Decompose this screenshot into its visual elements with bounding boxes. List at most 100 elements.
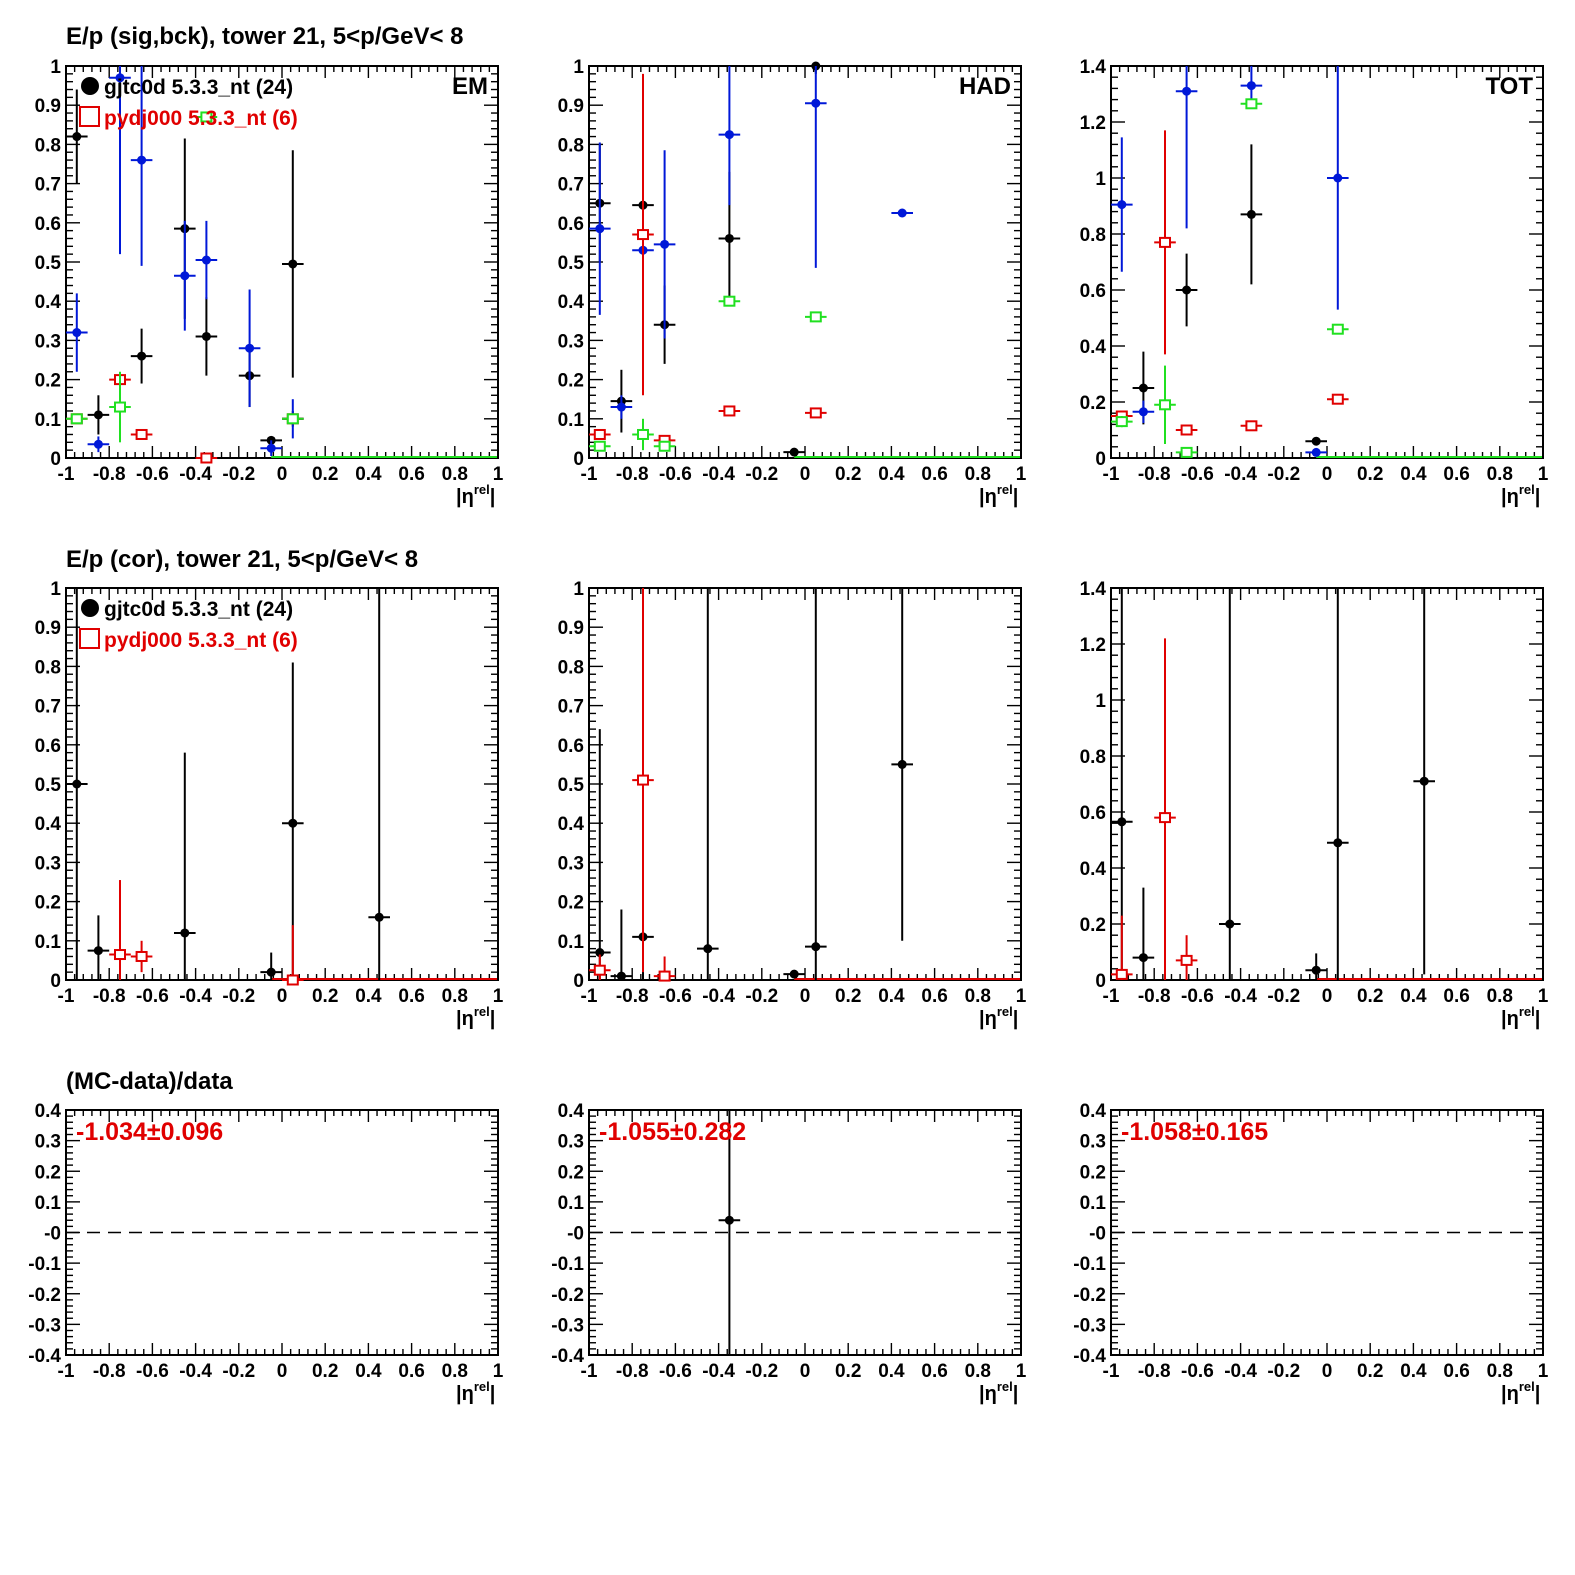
- y-tick-label: 0.4: [35, 1101, 62, 1122]
- y-tick-label: 0.9: [558, 618, 584, 639]
- y-tick-label: 0.4: [1080, 1101, 1107, 1122]
- x-tick-label: -0.2: [222, 464, 255, 485]
- x-tick-label: 1: [1016, 1361, 1027, 1382]
- chart-row3-EM: -1 -0.8 -0.6 -0.4 -0.2 0 0.2 0.4 0.6 0.8 1 -0.4 -0.3…: [28, 1101, 503, 1405]
- data-point-black: [703, 944, 713, 954]
- y-tick-label: 1.4: [1080, 57, 1107, 78]
- mc-point-green: [286, 413, 299, 425]
- y-tick-label: -0.3: [28, 1315, 61, 1336]
- x-tick-label: 0.2: [1357, 986, 1383, 1007]
- x-tick-label: -0.2: [745, 464, 778, 485]
- x-tick-label: 0.6: [921, 464, 947, 485]
- y-tick-label: 1: [573, 579, 584, 600]
- data-point-black: [288, 259, 298, 269]
- chart-row2-EM: -1 -0.8 -0.6 -0.4 -0.2 0 0.2 0.4 0.6 0.8 1 0 0.1 0.2 0…: [35, 579, 504, 1030]
- y-tick-label: 0.2: [35, 893, 61, 914]
- y-tick-label: -0.3: [551, 1315, 584, 1336]
- data-point-black: [616, 971, 626, 981]
- y-tick-label: 0.4: [558, 1101, 585, 1122]
- y-tick-label: 0.6: [35, 736, 61, 757]
- panel-label: EM: [452, 73, 488, 100]
- mc-point-red: [637, 774, 649, 786]
- y-tick-label: 0.8: [35, 135, 61, 156]
- data-point-black: [1138, 383, 1148, 393]
- x-tick-label: -0.6: [136, 1361, 169, 1382]
- y-tick-label: 0.7: [35, 175, 61, 196]
- ratio-annotation: -1.055±0.282: [599, 1118, 746, 1146]
- x-tick-label: 0: [277, 1361, 288, 1382]
- data-point-blue: [1117, 200, 1127, 210]
- ratio-annotation: -1.058±0.165: [1121, 1118, 1268, 1146]
- x-tick-label: 0.6: [1443, 1361, 1469, 1382]
- y-tick-label: 0.3: [558, 1132, 584, 1153]
- x-tick-label: -0.4: [1224, 986, 1257, 1007]
- x-tick-label: -0.6: [136, 986, 169, 1007]
- mc-point-red: [593, 428, 606, 440]
- data-point-black: [789, 969, 799, 979]
- data-point-black: [811, 942, 821, 952]
- mc-point-red: [135, 428, 148, 440]
- y-tick-label: 1: [50, 57, 61, 78]
- x-tick-label: 1: [1538, 1361, 1549, 1382]
- mc-point-red: [1245, 420, 1258, 432]
- y-tick-label: 0.1: [558, 410, 585, 431]
- x-tick-label: -0.6: [136, 464, 169, 485]
- data-point-blue: [1333, 173, 1343, 183]
- mc-point-red: [1115, 968, 1128, 980]
- data-point-black: [180, 928, 190, 938]
- y-tick-label: 0.8: [1080, 747, 1106, 768]
- data-point-black: [897, 759, 907, 769]
- mc-point-red: [1180, 954, 1193, 966]
- legend-label-mc: pydj000 5.3.3_nt (6): [104, 107, 298, 130]
- y-tick-label: -0.3: [1073, 1315, 1106, 1336]
- y-tick-label: 0: [50, 971, 61, 992]
- y-tick-label: 0: [573, 971, 584, 992]
- y-tick-label: 0.7: [35, 697, 61, 718]
- data-point-blue: [811, 98, 821, 108]
- data-point-black: [374, 912, 384, 922]
- x-tick-label: -0.6: [659, 1361, 692, 1382]
- x-tick-label: -1: [58, 464, 75, 485]
- data-point-black: [1182, 285, 1192, 295]
- y-tick-label: -0.2: [1073, 1285, 1106, 1306]
- mc-point-red: [1331, 393, 1344, 405]
- mc-point-green: [1159, 399, 1171, 411]
- data-point-black: [595, 948, 605, 958]
- x-tick-label: -1: [1103, 986, 1120, 1007]
- x-tick-label: 0.8: [965, 464, 991, 485]
- y-tick-label: 0.5: [558, 253, 585, 274]
- x-tick-label: 0.8: [965, 986, 991, 1007]
- chart-row3-TOT: -1 -0.8 -0.6 -0.4 -0.2 0 0.2 0.4 0.6 0.8 1 -0.4 -0.3…: [1073, 1101, 1548, 1405]
- y-tick-label: 0.8: [1080, 225, 1106, 246]
- x-tick-label: 0.6: [398, 986, 424, 1007]
- mc-point-red: [658, 970, 671, 982]
- data-point-blue: [245, 343, 255, 353]
- y-tick-label: 0.2: [1080, 393, 1106, 414]
- row-title-2: E/p (cor), tower 21, 5<p/GeV< 8: [66, 546, 418, 573]
- data-point-black: [1246, 209, 1256, 219]
- y-tick-label: -0: [1089, 1224, 1106, 1245]
- data-point-blue: [660, 239, 670, 249]
- x-tick-label: 0.4: [878, 986, 905, 1007]
- y-tick-label: 0.3: [35, 1132, 61, 1153]
- y-tick-label: 1: [1095, 169, 1106, 190]
- x-tick-label: 1: [493, 986, 504, 1007]
- x-tick-label: 0.4: [355, 1361, 382, 1382]
- data-point-black: [1311, 965, 1321, 975]
- y-tick-label: 0.2: [35, 371, 61, 392]
- x-tick-label: 0: [277, 464, 288, 485]
- data-point-blue: [616, 402, 626, 412]
- mc-point-red: [593, 964, 606, 976]
- data-point-blue: [595, 224, 605, 234]
- chart-row1-EM: -1 -0.8 -0.6 -0.4 -0.2 0 0.2 0.4 0.6 0.8 1 0 0.1 0.2 0…: [35, 57, 504, 508]
- y-tick-label: 1.4: [1080, 579, 1107, 600]
- y-tick-label: -0.1: [28, 1254, 61, 1275]
- mc-point-red: [1159, 236, 1171, 248]
- x-tick-label: -0.8: [93, 464, 126, 485]
- x-tick-label: -0.4: [1224, 1361, 1257, 1382]
- legend-label-mc: pydj000 5.3.3_nt (6): [104, 629, 298, 652]
- mc-point-green: [809, 311, 822, 323]
- mc-point-red: [637, 229, 649, 241]
- x-tick-label: 1: [1538, 986, 1549, 1007]
